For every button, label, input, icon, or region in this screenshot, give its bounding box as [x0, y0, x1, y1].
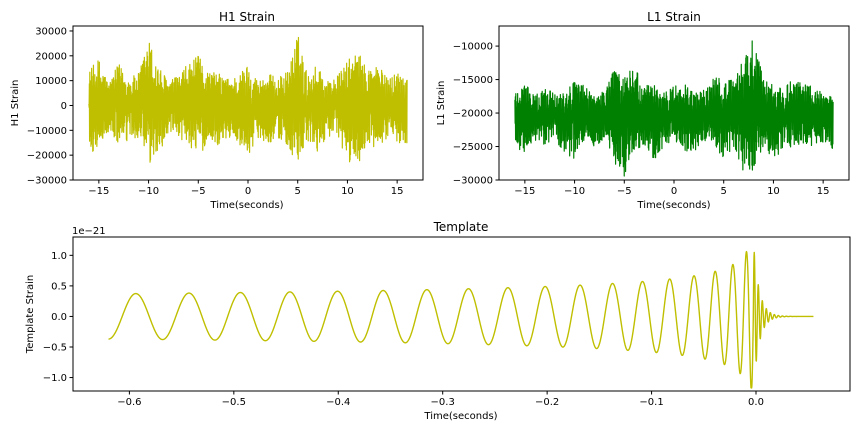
h1-y-tick-label: −30000 — [27, 176, 67, 187]
template-scale-label: 1e−21 — [72, 226, 106, 237]
l1-series-line — [514, 40, 834, 177]
template-ticks: −0.6 −0.5 −0.4 −0.3 −0.2 −0.1 0.0 −1.0 −0.5 0.0 0.… — [43, 251, 764, 408]
l1-x-tick-label: −15 — [514, 186, 535, 197]
template-y-tick-label: −1.0 — [43, 373, 67, 384]
h1-x-axis-label: Time(seconds) — [209, 200, 283, 211]
h1-x-tick-label: 5 — [295, 186, 301, 197]
l1-x-tick-label: −10 — [564, 186, 585, 197]
h1-series-line — [88, 36, 408, 163]
h1-title: H1 Strain — [219, 10, 275, 24]
template-title: Template — [433, 220, 489, 234]
h1-x-tick-label: −10 — [138, 186, 159, 197]
l1-title: L1 Strain — [647, 10, 701, 24]
template-x-tick-label: −0.1 — [639, 397, 663, 408]
h1-x-tick-label: −15 — [88, 186, 109, 197]
template-y-tick-label: 1.0 — [51, 251, 67, 262]
l1-x-axis-label: Time(seconds) — [636, 200, 710, 211]
template-y-tick-label: −0.5 — [43, 343, 67, 354]
l1-y-tick-label: −30000 — [453, 176, 493, 187]
h1-y-tick-label: 0 — [61, 101, 67, 112]
h1-strain-panel: H1 Strain −15 −10 −5 0 5 10 15 −30000 −20000 −100… — [10, 10, 424, 211]
l1-x-tick-label: 0 — [671, 186, 677, 197]
template-x-tick-label: −0.2 — [535, 397, 559, 408]
template-y-tick-label: 0.5 — [51, 281, 67, 292]
h1-ticks: −15 −10 −5 0 5 10 15 −30000 −20000 −10000 0 10000 20… — [27, 26, 404, 197]
h1-x-tick-label: 0 — [245, 186, 251, 197]
h1-strain-line — [88, 36, 408, 163]
l1-y-tick-label: −20000 — [453, 109, 493, 120]
template-x-tick-label: −0.3 — [431, 397, 455, 408]
h1-x-tick-label: 15 — [391, 186, 404, 197]
h1-y-tick-label: 20000 — [35, 51, 67, 62]
h1-y-tick-label: −20000 — [27, 151, 67, 162]
l1-strain-panel: L1 Strain −15 −10 −5 0 5 10 15 −30000 −25000 −200… — [436, 10, 850, 211]
l1-strain-line — [514, 40, 834, 177]
template-x-tick-label: −0.6 — [117, 397, 141, 408]
template-y-axis-label: Template Strain — [25, 275, 36, 354]
template-waveform-line — [108, 250, 814, 389]
l1-x-tick-label: −5 — [617, 186, 632, 197]
template-y-tick-label: 0.0 — [51, 312, 67, 323]
template-x-tick-label: −0.4 — [326, 397, 350, 408]
l1-x-tick-label: 5 — [721, 186, 727, 197]
l1-y-tick-label: −10000 — [453, 42, 493, 53]
l1-x-tick-label: 15 — [817, 186, 830, 197]
h1-x-tick-label: 10 — [341, 186, 354, 197]
template-x-axis-label: Time(seconds) — [423, 411, 497, 422]
template-x-tick-label: −0.5 — [222, 397, 246, 408]
template-panel: Template 1e−21 −0.6 −0.5 −0.4 −0.3 −0.2 −0.1 0… — [25, 220, 851, 422]
h1-x-tick-label: −5 — [191, 186, 206, 197]
l1-y-tick-label: −15000 — [453, 75, 493, 86]
l1-x-tick-label: 10 — [767, 186, 780, 197]
l1-ticks: −15 −10 −5 0 5 10 15 −30000 −25000 −20000 −15000 −1… — [453, 42, 830, 197]
h1-y-tick-label: 10000 — [35, 76, 67, 87]
template-x-tick-label: 0.0 — [748, 397, 764, 408]
h1-y-tick-label: −10000 — [27, 126, 67, 137]
l1-y-axis-label: L1 Strain — [436, 81, 447, 126]
h1-y-axis-label: H1 Strain — [10, 80, 21, 127]
h1-y-tick-label: 30000 — [35, 26, 67, 37]
l1-y-tick-label: −25000 — [453, 142, 493, 153]
template-series-line — [108, 250, 814, 389]
template-plot-frame — [72, 236, 851, 392]
